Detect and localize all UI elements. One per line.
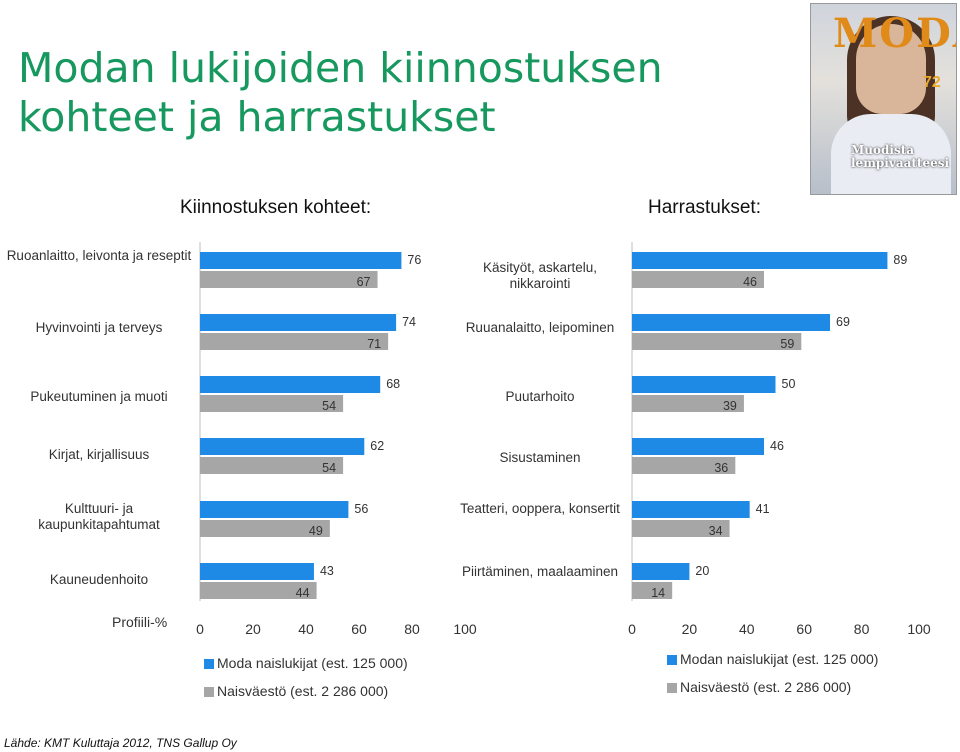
right-category-label: Käsityöt, askartelu, nikkarointi: [482, 260, 598, 291]
x-tick-label: 0: [196, 621, 204, 637]
legend-item-right-series2: Naisväestö (est. 2 286 000): [667, 679, 851, 695]
cover-face-shape: [856, 24, 926, 114]
data-label: 56: [354, 502, 368, 516]
data-label: 43: [320, 564, 334, 578]
magazine-cover-image: MODA 72 Muodista lempivaatteesi: [810, 3, 957, 195]
right-category-label: Ruuanalaitto, leipominen: [465, 320, 615, 335]
legend-label: Moda naislukijat (est. 125 000): [217, 655, 408, 671]
right-category-label: Sisustaminen: [499, 450, 581, 465]
legend-label: Naisväestö (est. 2 286 000): [217, 683, 389, 699]
legend-item-right-series1: Modan naislukijat (est. 125 000): [667, 651, 878, 667]
x-tick-label: 60: [796, 621, 812, 637]
legend-swatch: [204, 687, 214, 698]
data-label: 76: [407, 253, 421, 267]
cover-shirt-shape: [831, 114, 951, 194]
bar: [632, 252, 888, 269]
data-label: 62: [370, 439, 384, 453]
bar: [632, 457, 736, 474]
bar: [200, 520, 330, 537]
bar: [632, 501, 750, 518]
source-footnote: Lähde: KMT Kuluttaja 2012, TNS Gallup Oy: [4, 736, 237, 750]
data-label: 54: [322, 399, 336, 413]
data-label: 20: [695, 564, 709, 578]
bar: [200, 501, 349, 518]
data-label: 39: [723, 399, 737, 413]
cover-badge: 72: [923, 74, 941, 91]
data-label: 50: [782, 377, 796, 391]
right-category-label: Piirtäminen, maalaaminen: [461, 564, 619, 579]
x-tick-label: 100: [907, 621, 931, 637]
right-category-label: Teatteri, ooppera, konsertit: [460, 501, 620, 516]
legend-item-left-series2: Naisväestö (est. 2 286 000): [204, 683, 388, 699]
legend-swatch: [204, 659, 214, 670]
x-tick-label: 80: [854, 621, 870, 637]
bar: [200, 457, 344, 474]
x-tick-label: 40: [298, 621, 314, 637]
bar: [632, 333, 802, 350]
profiili-label: Profiili-%: [112, 614, 168, 630]
bar: [200, 563, 314, 580]
bar: [632, 582, 673, 599]
bar: [632, 563, 690, 580]
legend-swatch: [667, 683, 677, 694]
right-section-header: Harrastukset:: [648, 197, 761, 218]
bar: [632, 314, 831, 331]
data-label: 69: [836, 315, 850, 329]
x-tick-label: 40: [739, 621, 755, 637]
data-label: 71: [367, 337, 381, 351]
x-tick-label: 80: [404, 621, 420, 637]
data-label: 54: [322, 461, 336, 475]
legend-item-left-series1: Moda naislukijat (est. 125 000): [204, 655, 408, 671]
bar: [632, 271, 765, 288]
x-tick-label: 20: [682, 621, 698, 637]
bar: [200, 376, 381, 393]
left-category-label: Kauneudenhoito: [49, 572, 149, 587]
data-label: 59: [780, 337, 794, 351]
legend-label: Modan naislukijat (est. 125 000): [680, 651, 879, 667]
bar: [200, 252, 402, 269]
page-title: Modan lukijoiden kiinnostuksen kohteet j…: [18, 44, 663, 141]
data-label: 46: [743, 275, 757, 289]
left-section-header: Kiinnostuksen kohteet:: [180, 197, 372, 218]
data-label: 34: [709, 524, 723, 538]
x-tick-label: 0: [628, 621, 636, 637]
left-category-label: Ruoanlaitto, leivonta ja reseptit: [6, 248, 192, 263]
bar: [632, 520, 730, 537]
data-label: 89: [893, 253, 907, 267]
bar: [200, 333, 389, 350]
right-category-label: Puutarhoito: [505, 389, 575, 404]
legend-label: Naisväestö (est. 2 286 000): [680, 679, 852, 695]
bar: [200, 271, 378, 288]
cover-headline: Muodista lempivaatteesi: [851, 143, 950, 170]
bar: [200, 395, 344, 412]
data-label: 68: [386, 377, 400, 391]
x-tick-label: 100: [453, 621, 477, 637]
legend-swatch: [667, 655, 677, 666]
data-label: 74: [402, 315, 416, 329]
x-tick-label: 20: [245, 621, 261, 637]
data-label: 41: [756, 502, 770, 516]
bar: [200, 314, 397, 331]
bar: [632, 438, 765, 455]
left-category-label: Kulttuuri- ja kaupunkitapahtumat: [38, 501, 160, 532]
data-label: 36: [714, 461, 728, 475]
bar: [200, 438, 365, 455]
bar: [632, 376, 776, 393]
data-label: 14: [651, 586, 665, 600]
data-label: 44: [296, 586, 310, 600]
data-label: 67: [357, 275, 371, 289]
data-label: 46: [770, 439, 784, 453]
left-category-label: Hyvinvointi ja terveys: [35, 320, 163, 335]
x-tick-label: 60: [351, 621, 367, 637]
left-category-label: Kirjat, kirjallisuus: [48, 447, 150, 462]
left-category-label: Pukeutuminen ja muoti: [30, 389, 168, 404]
cover-logo: MODA: [833, 10, 956, 57]
bar: [200, 582, 317, 599]
bar: [632, 395, 744, 412]
data-label: 49: [309, 524, 323, 538]
